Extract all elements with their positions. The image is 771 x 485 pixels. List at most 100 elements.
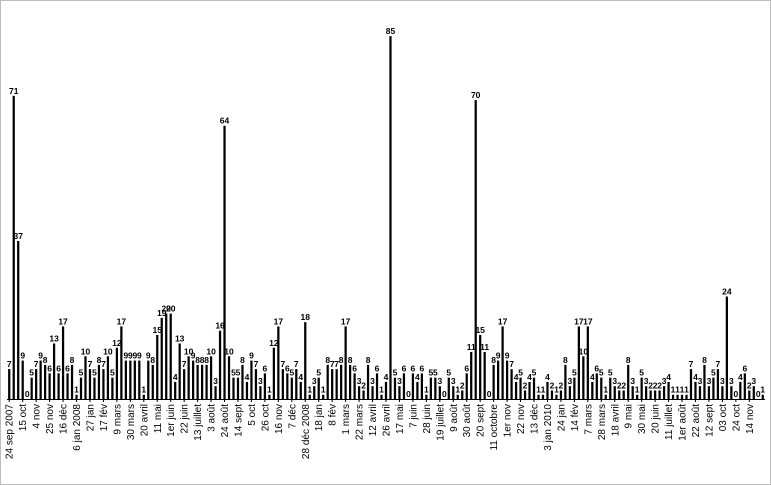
x-tick-label: 19 juillet — [435, 404, 446, 441]
bar-value-label: 4 — [666, 372, 671, 382]
bar — [384, 381, 388, 399]
bar-value-label: 17 — [574, 316, 584, 326]
bar-value-label: 3 — [612, 376, 617, 386]
bar-value-label: 5 — [532, 368, 537, 378]
bar — [676, 394, 679, 399]
bar — [313, 386, 316, 399]
bar-value-label: 12 — [269, 338, 279, 348]
bar — [761, 394, 764, 399]
bar — [21, 360, 24, 399]
bar-value-label: 7 — [34, 359, 39, 369]
bar-value-label: 6 — [375, 363, 380, 373]
bar — [48, 373, 51, 399]
bar-value-label: 7 — [334, 359, 339, 369]
bar-value-label: 7 — [689, 359, 694, 369]
x-tick-label: 22 août — [691, 404, 702, 438]
bar-value-label: 6 — [56, 363, 61, 373]
bar-value-label: 7 — [254, 359, 259, 369]
bar-value-label: 2 — [657, 380, 662, 390]
bar-value-label: 3 — [720, 376, 725, 386]
bar — [178, 343, 181, 399]
bar — [591, 381, 594, 399]
x-tick-label: 9 mai — [624, 404, 635, 428]
bar — [93, 377, 96, 399]
bar-value-label: 1 — [267, 385, 272, 395]
bar — [568, 386, 572, 399]
bar — [707, 386, 711, 399]
bar — [232, 377, 235, 399]
bar — [730, 386, 733, 399]
bar — [30, 377, 33, 399]
bar — [349, 364, 352, 399]
bar — [411, 373, 415, 399]
bar-value-label: 4 — [738, 372, 743, 382]
bar-value-label: 1 — [321, 385, 326, 395]
bar — [743, 373, 746, 399]
bar-value-label: 8 — [563, 355, 568, 365]
x-tick-label: 24 jan — [556, 404, 567, 431]
bar — [174, 381, 177, 399]
bar — [183, 369, 186, 399]
bar — [721, 386, 724, 399]
bar — [402, 373, 406, 399]
bar-value-label: 3 — [568, 376, 573, 386]
bar-value-label: 6 — [464, 363, 469, 373]
bar-value-label: 1 — [541, 385, 546, 395]
bar — [44, 364, 47, 399]
bar-value-label: 5 — [518, 368, 523, 378]
bar — [514, 381, 518, 399]
bar-value-label: 0 — [442, 389, 447, 399]
bar — [209, 356, 213, 399]
bar-value-label: 20 — [166, 304, 176, 314]
bar-value-label: 8 — [204, 355, 209, 365]
bar — [88, 369, 92, 399]
bar-value-label: 2 — [648, 380, 653, 390]
bar — [241, 364, 244, 399]
bar — [277, 326, 280, 399]
bar — [340, 364, 343, 399]
bar-value-label: 17 — [117, 316, 127, 326]
bar — [200, 364, 204, 399]
bar — [272, 347, 275, 399]
bar — [214, 386, 217, 399]
bar-value-label: 4 — [527, 372, 532, 382]
bar — [250, 360, 253, 399]
bar — [425, 394, 428, 399]
x-tick-label: 22 nov — [516, 404, 527, 434]
bar — [703, 364, 706, 399]
bar-value-label: 5 — [92, 368, 97, 378]
bar — [577, 326, 580, 399]
x-tick-label: 1er août — [678, 404, 689, 441]
bar-value-label: 3 — [397, 376, 402, 386]
bar — [156, 334, 159, 399]
bar-value-label: 0 — [25, 389, 30, 399]
bar-value-label: 6 — [742, 363, 747, 373]
bar — [138, 360, 141, 399]
bar-value-label: 3 — [707, 376, 712, 386]
x-tick-label: 14 fév — [570, 404, 581, 431]
x-tick-label: 13 déc — [530, 404, 541, 434]
bar-value-label: 5 — [289, 368, 294, 378]
bar-value-label: 2 — [523, 380, 528, 390]
x-tick-label: 03 oct — [718, 404, 729, 431]
bar-value-label: 3 — [751, 376, 756, 386]
bar — [618, 390, 621, 399]
bar-value-label: 3 — [729, 376, 734, 386]
bar-value-label: 1 — [680, 385, 685, 395]
bar — [649, 390, 652, 399]
x-tick-label: 6 jan 2008 — [72, 404, 83, 451]
bar-value-label: 85 — [386, 26, 396, 36]
bar — [66, 373, 69, 399]
x-tick-label: 3 jan 2010 — [543, 404, 554, 451]
bar — [689, 369, 693, 399]
bar — [151, 364, 154, 399]
bar — [17, 241, 20, 399]
bar-value-label: 9 — [123, 351, 128, 361]
bar-value-label: 4 — [298, 372, 303, 382]
bar — [115, 347, 119, 399]
x-tick-label: 7 déc — [287, 404, 298, 428]
bar — [398, 386, 401, 399]
bar-value-label: 9 — [128, 351, 133, 361]
bar-value-label: 15 — [475, 325, 485, 335]
bar-value-label: 5 — [446, 368, 451, 378]
